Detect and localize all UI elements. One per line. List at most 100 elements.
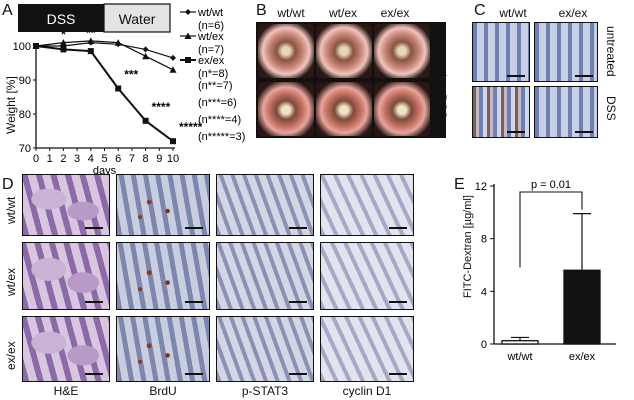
scale-bar <box>507 75 525 77</box>
histology-image <box>472 22 530 82</box>
legend-marker <box>184 32 192 39</box>
b-col-wtex: wt/ex <box>328 6 357 20</box>
x-tick-label: ex/ex <box>569 351 596 363</box>
endoscopy-image <box>374 82 430 136</box>
data-point <box>33 43 39 49</box>
endoscopy-image <box>258 24 314 78</box>
endoscopy-image <box>258 82 314 136</box>
weight-axis-label: Weight [%] <box>4 76 18 134</box>
d-row-wtex: wt/ex <box>4 267 18 296</box>
scale-bar <box>389 373 407 375</box>
data-point <box>169 66 177 73</box>
histology-image <box>116 316 210 382</box>
significance-stars: * <box>61 28 66 42</box>
data-point <box>87 48 94 55</box>
scale-bar <box>289 227 307 229</box>
histology-image <box>22 242 110 310</box>
histology-image <box>472 86 530 138</box>
y-tick-label: 90 <box>19 75 31 87</box>
endoscopy-image <box>374 24 430 78</box>
series-line-wt-ex <box>35 40 174 71</box>
x-tick-label: 7 <box>129 153 135 165</box>
series-line-wt-wt <box>36 41 174 59</box>
legend-n: (n=7) <box>198 44 224 56</box>
data-point <box>59 39 67 46</box>
panel-label-c: C <box>474 2 486 19</box>
significance-stars: ** <box>86 26 96 40</box>
y-tick-label: 100 <box>13 41 31 53</box>
d-row-wtwt: wt/wt <box>4 196 18 224</box>
c-row-untreated: untreated <box>604 26 618 77</box>
data-point <box>60 46 67 53</box>
c-row-dss: DSS <box>604 96 618 121</box>
data-point <box>142 117 149 124</box>
histology-image <box>22 174 110 236</box>
y-tick-label: 0 <box>481 339 487 351</box>
scale-bar <box>289 373 307 375</box>
legend-n: (n*****=3) <box>198 131 245 143</box>
p-value: p = 0.01 <box>531 179 571 191</box>
scale-bar <box>389 301 407 303</box>
panel-label-a: A <box>2 2 13 19</box>
data-point <box>170 54 176 61</box>
y-tick-label: 8 <box>481 234 487 246</box>
scale-bar <box>185 227 203 229</box>
dss-band <box>18 4 104 32</box>
significance-stars: ***** <box>179 120 203 134</box>
endoscopy-image <box>316 24 372 78</box>
scale-bar <box>85 301 103 303</box>
data-point <box>142 52 150 60</box>
y-tick-label: 4 <box>481 286 487 298</box>
endoscopy-image <box>316 82 372 136</box>
x-tick-label: 5 <box>101 153 107 165</box>
scale-bar <box>85 373 103 375</box>
bar-ex-ex <box>563 269 601 345</box>
x-tick-label: 2 <box>60 153 66 165</box>
significance-stars: *** <box>124 68 138 82</box>
legend-marker <box>185 9 191 15</box>
scale-bar <box>85 227 103 229</box>
scale-bar <box>575 75 593 77</box>
scale-bar <box>185 301 203 303</box>
legend-n: (n****=4) <box>198 114 241 126</box>
x-tick-label: 9 <box>156 153 162 165</box>
legend-label: ex/ex <box>198 55 225 67</box>
y-tick-label: 80 <box>19 109 31 121</box>
d-col-cyclind1: cyclin D1 <box>342 384 392 398</box>
x-axis-label: days <box>93 165 117 174</box>
c-col-exex: ex/ex <box>558 6 588 20</box>
b-col-wtwt: wt/wt <box>277 6 305 20</box>
x-tick-label: 0 <box>33 153 39 165</box>
fitc-axis-label: FITC-Dextran [µg/ml] <box>462 195 474 298</box>
histology-image <box>216 242 314 310</box>
histology-image <box>22 316 110 382</box>
x-tick-label: 10 <box>167 153 179 165</box>
data-point <box>142 46 149 53</box>
histology-image <box>534 86 598 138</box>
data-point <box>115 85 122 92</box>
b-row-dss: DSS <box>435 94 449 119</box>
data-point <box>114 39 122 46</box>
scale-bar <box>575 131 593 133</box>
d-col-he: H&E <box>53 384 79 398</box>
histology-image <box>116 174 210 236</box>
dss-label: DSS <box>47 11 76 27</box>
scale-bar <box>185 373 203 375</box>
histology-image <box>320 242 414 310</box>
series-line-ex-ex <box>35 45 174 143</box>
y-tick-label: 12 <box>475 181 487 193</box>
legend-marker <box>185 57 191 63</box>
b-col-exex: ex/ex <box>380 6 410 20</box>
legend-n: (n**=7) <box>198 80 233 92</box>
panel-label-e: E <box>454 176 465 193</box>
x-tick-label: 4 <box>88 153 94 165</box>
scale-bar <box>289 301 307 303</box>
fitc-dextran-bar-chart: 0 4 8 12 wt/wt ex/ex p = 0.01 <box>475 179 616 363</box>
legend-n: (n***=6) <box>198 97 237 109</box>
legend-n: (n*=8) <box>198 68 228 80</box>
panel-label-b: B <box>256 2 267 19</box>
x-tick-label: 6 <box>115 153 121 165</box>
x-tick-label: 8 <box>143 153 149 165</box>
data-point <box>87 37 95 44</box>
